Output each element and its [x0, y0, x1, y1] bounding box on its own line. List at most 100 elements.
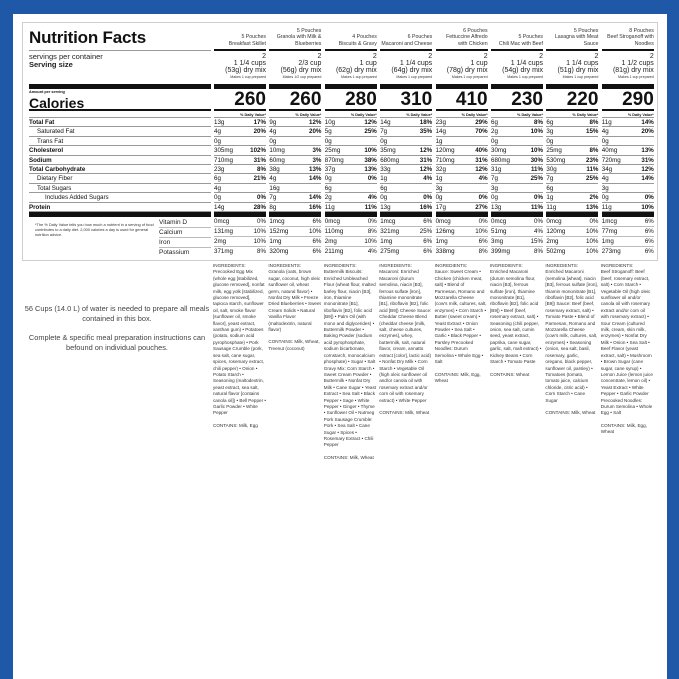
vitamin-row: 1mg 6%: [380, 237, 433, 247]
nutrient-row: 6g 8%: [546, 118, 599, 128]
ingredients-block: INGREDIENTS: Sauce: Sweet Cream • Chicken…: [435, 263, 488, 384]
nutrient-row: 4g: [214, 184, 266, 194]
nutrient-row: 11g 11%: [324, 203, 377, 212]
nutrient-label: Includes Added Sugars: [45, 194, 109, 202]
vitamin-daily-value: 10%: [586, 237, 599, 245]
nutrition-facts-table: Nutrition Facts servings per container S…: [22, 22, 658, 261]
divider: [269, 211, 322, 217]
nutrient-row: 4g 20%: [601, 127, 654, 137]
nutrient-amount: 0g: [435, 194, 443, 202]
prepared-amount: Makes 1 cup prepared: [396, 75, 433, 79]
nutrient-label-row: Total Fat: [29, 118, 211, 128]
divider: [324, 211, 377, 217]
serving-info: 2 2/3 cup (56g) dry mix Makes 1/2 cup prepa…: [269, 51, 322, 84]
nutrient-row: 13g 11%: [491, 203, 543, 212]
prepared-amount: Makes 1/2 cup prepared: [282, 75, 322, 79]
nutrient-row: 6g: [324, 184, 377, 194]
nutrient-row: 0g 0%: [491, 193, 543, 203]
nutrient-amount: 0g: [601, 137, 609, 145]
product-column: 8 Pouches Beef Stroganoff with Noodles 2 1 …: [601, 23, 654, 261]
nutrient-amount: 25mg: [324, 147, 341, 155]
product-header: 6 Pouches Macaroni and Cheese: [380, 23, 432, 49]
nutrient-amount: 38g: [269, 165, 280, 173]
ingredients-block: INGREDIENTS: Macaroni: Enriched Macaroni …: [379, 263, 432, 416]
nutrient-amount: 0g: [601, 194, 609, 202]
vitamin-row: 120mg 10%: [546, 227, 599, 237]
nutrient-daily-value: 4%: [478, 175, 488, 183]
nutrient-daily-value: 10%: [364, 147, 377, 155]
nutrient-amount: 1g: [435, 175, 443, 183]
nutrient-row: 23g 29%: [435, 118, 488, 128]
nutrient-amount: 37g: [324, 165, 336, 173]
vitamin-row: 0mcg 0%: [214, 217, 266, 227]
nutrient-row: 530mg 23%: [546, 156, 599, 165]
ingredients-heading: INGREDIENTS:: [323, 263, 357, 268]
nutrient-daily-value: 12%: [419, 147, 433, 155]
vitamin-amount: 320mg: [269, 247, 289, 255]
nutrient-row: 0g 0%: [435, 193, 488, 203]
vitamin-label: Vitamin D: [159, 219, 188, 226]
nutrient-daily-value: 25%: [586, 175, 599, 183]
vitamin-row: 77mg 6%: [601, 227, 654, 237]
vitamin-row: 320mg 6%: [269, 247, 321, 257]
serving-weight: (53g) dry mix: [225, 67, 266, 74]
nutrient-row: 25mg 10%: [324, 146, 377, 156]
serving-weight: (78g) dry mix: [446, 67, 488, 74]
ingredients-block: INGREDIENTS: Granola (oats, brown sugar, …: [268, 263, 321, 352]
nutrient-amount: 0g: [380, 137, 388, 145]
product-column: 4 Pouches Biscuits & Gravy 2 1 cup (62g) dry…: [324, 23, 377, 261]
nutrient-amount: 680mg: [380, 156, 400, 164]
vitamin-daily-value: 10%: [586, 247, 599, 255]
ingredients-heading: INGREDIENTS:: [490, 263, 523, 268]
vitamin-amount: 338mg: [435, 247, 455, 255]
vitamin-daily-value: 4%: [367, 247, 377, 255]
serving-size-label: Serving size: [29, 60, 73, 69]
vitamin-row: 273mg 6%: [602, 247, 654, 257]
vitamin-row: 51mg 4%: [491, 227, 543, 237]
nutrient-label-row: Sodium: [29, 156, 211, 165]
ingredients-text: Precooked Egg Mix (whole egg [stabilized…: [213, 269, 267, 416]
nutrient-amount: 305mg: [214, 147, 233, 155]
divider: [29, 84, 211, 89]
vitamin-row: 0mcg 0%: [546, 217, 599, 227]
nutrient-row: 11g 14%: [601, 118, 654, 128]
nutrient-daily-value: 12%: [309, 119, 322, 126]
serving-weight: (64g) dry mix: [391, 67, 433, 74]
nutrient-daily-value: 8%: [589, 147, 599, 155]
nutrient-daily-value: 4%: [367, 194, 377, 202]
vitamin-daily-value: 10%: [253, 237, 266, 245]
nutrient-amount: 14g: [380, 119, 391, 126]
nutrient-amount: 11g: [546, 203, 557, 211]
vitamin-daily-value: 6%: [423, 237, 433, 245]
calories-value: 230: [511, 89, 543, 110]
nutrient-daily-value: 102%: [250, 147, 266, 155]
nutrient-amount: 0g: [214, 194, 221, 202]
ingredients-heading: INGREDIENTS:: [379, 263, 412, 268]
vitamin-row: 502mg 10%: [546, 247, 598, 257]
product-name: 4 Pouches Biscuits & Gravy: [339, 34, 377, 47]
divider: [214, 49, 266, 51]
nutrient-amount: 3g: [546, 128, 554, 136]
vitamin-row: 1mcg 6%: [601, 217, 654, 227]
nutrient-amount: 0g: [491, 137, 498, 145]
allergen-statement: CONTAINS: Milk, Egg, Wheat: [600, 422, 647, 435]
nutrient-row: 0g: [269, 137, 322, 147]
nutrient-daily-value: 13%: [641, 147, 654, 155]
nutrient-amount: 7g: [380, 128, 388, 136]
ingredients-heading: INGREDIENTS:: [434, 263, 468, 268]
vitamin-daily-value: 6%: [423, 217, 433, 225]
nutrient-amount: 530mg: [546, 156, 566, 164]
vitamin-daily-value: 15%: [530, 237, 543, 245]
nutrient-row: 3g: [435, 184, 488, 194]
product-title: Beef Stroganoff with Noodles: [607, 34, 654, 47]
product-name: 5 Pouches Chili Mac with Beef: [499, 34, 543, 47]
nutrient-amount: 13g: [491, 203, 502, 211]
nutrient-row: 6g 8%: [491, 118, 543, 128]
vitamin-daily-value: 6%: [423, 247, 433, 255]
nutrient-daily-value: 38%: [364, 156, 377, 164]
nutrient-row: 0g 0%: [380, 193, 433, 203]
daily-value-header: % Daily Value*: [601, 109, 654, 118]
